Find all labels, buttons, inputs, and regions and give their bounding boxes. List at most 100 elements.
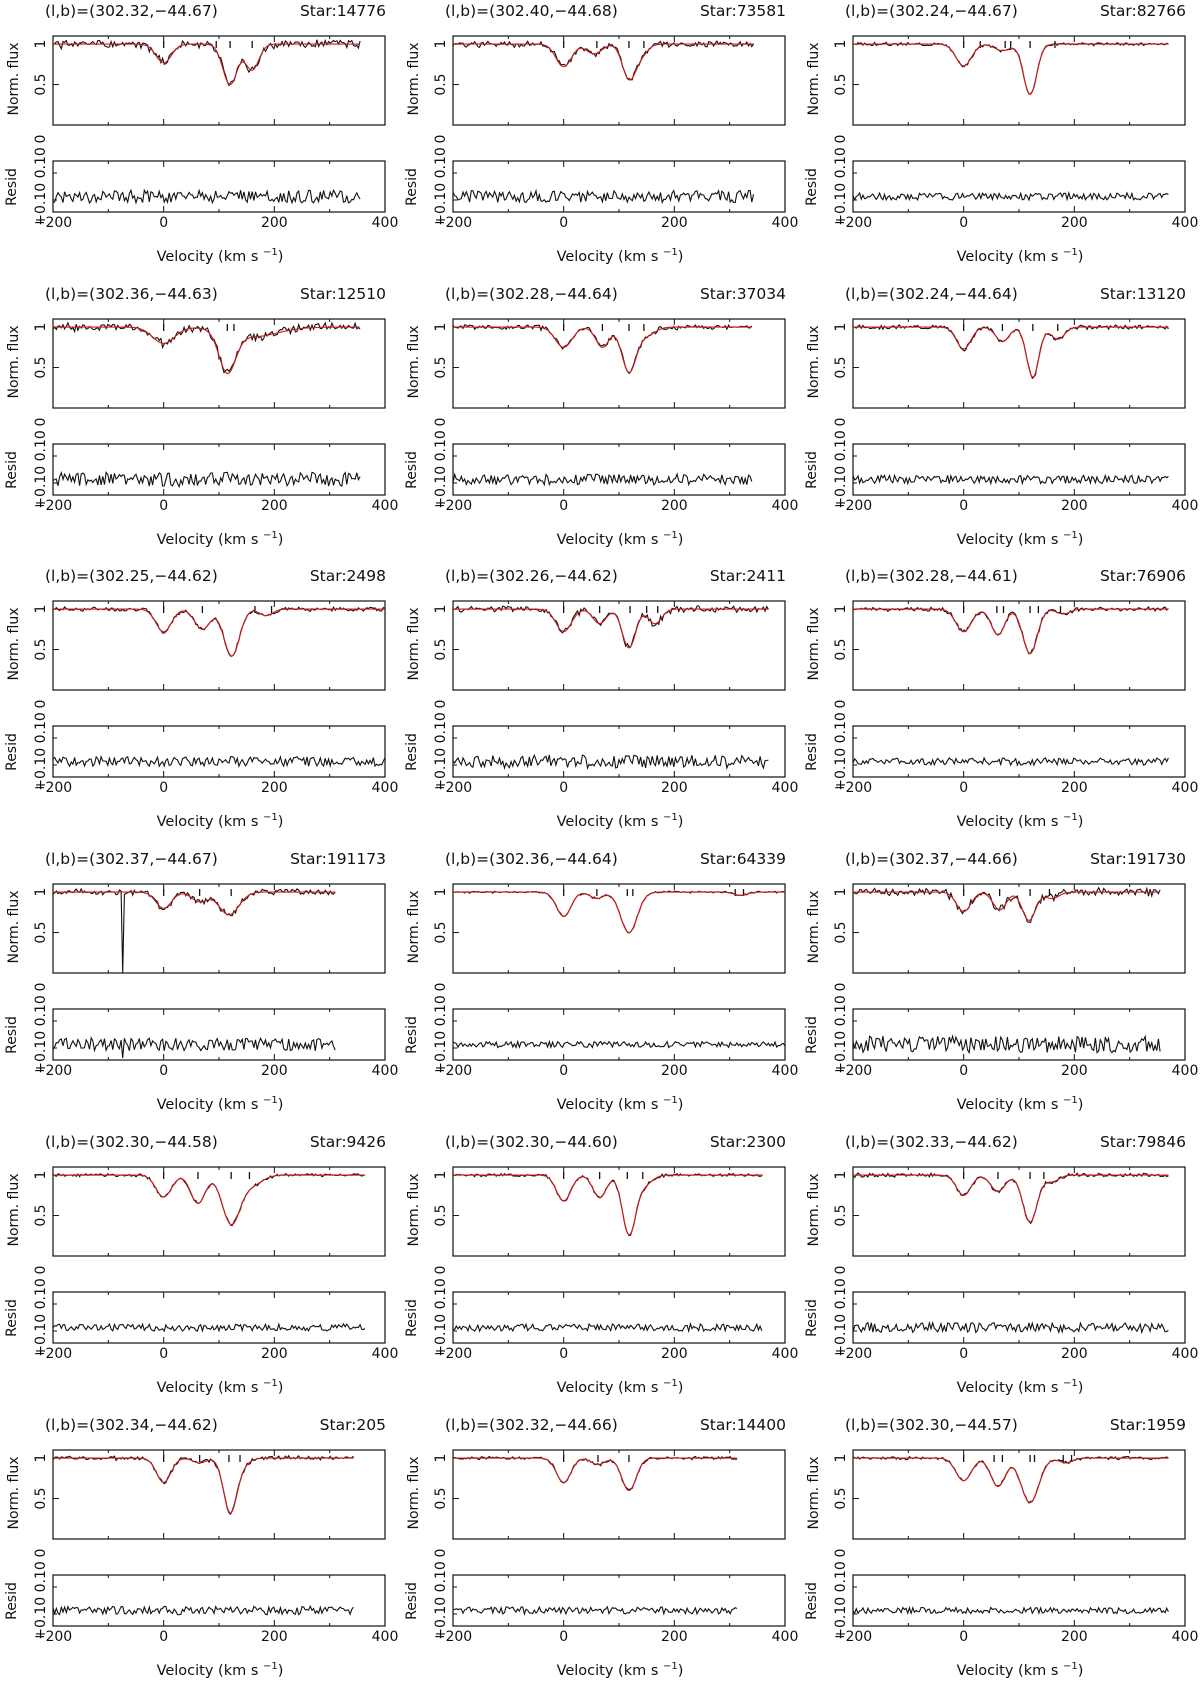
flux-data-line [452, 40, 754, 81]
velocity-axis-label: Velocity (km s −1) [156, 812, 284, 830]
x-tick-label: 400 [372, 1629, 399, 1645]
y-tick-label: 0.5 [433, 1487, 449, 1509]
x-tick-label: 200 [1061, 1629, 1088, 1645]
x-tick-label: 400 [772, 780, 799, 796]
x-tick-label: −200 [834, 215, 872, 231]
velocity-axis-label: Velocity (km s −1) [556, 247, 684, 265]
flux-frame [52, 600, 386, 691]
y-tick-label: 0.5 [833, 638, 849, 660]
velocity-axis-label: Velocity (km s −1) [556, 1661, 684, 1679]
y-tick-label: +0.10 0.10 [33, 147, 49, 226]
y-tick-label: 1 [33, 1454, 49, 1463]
panel-coordinates: (l,b)=(302.24,−44.67) [845, 2, 1018, 20]
panel-coordinates: (l,b)=(302.24,−44.64) [845, 285, 1018, 303]
panel-coordinates: (l,b)=(302.30,−44.57) [845, 1416, 1018, 1434]
x-tick-label: −200 [34, 1629, 72, 1645]
y-tick-label: 0.5 [33, 638, 49, 660]
flux-data-line [852, 41, 1169, 95]
flux-frame [52, 1449, 386, 1540]
velocity-axis-label: Velocity (km s −1) [156, 1661, 284, 1679]
x-tick-label: 0 [159, 1346, 168, 1362]
x-tick-label: −200 [434, 1346, 472, 1362]
model-fit-line [853, 43, 1169, 95]
y-tick-label: 0 [433, 1266, 449, 1275]
flux-data-line [452, 1455, 737, 1491]
spectrum-plot: −200 0 200 400 0.5 1 0 +0.10 0.10 [833, 1166, 1199, 1362]
y-tick-label: +0.10 0.10 [833, 1278, 849, 1357]
velocity-axis-label: Velocity (km s −1) [956, 812, 1084, 830]
y-tick-label: 0 [433, 418, 449, 427]
y-tick-label: +0.10 0.10 [833, 430, 849, 509]
spectrum-panel: (l,b)=(302.30,−44.58) Star:9426 Norm. flux… [0, 1131, 400, 1411]
y-tick-label: 0 [433, 983, 449, 992]
x-tick-label: 0 [959, 498, 968, 514]
x-tick-label: 200 [1061, 215, 1088, 231]
panel-star-id: Star:37034 [699, 285, 786, 303]
x-tick-label: 200 [661, 1346, 688, 1362]
x-tick-label: 200 [261, 1346, 288, 1362]
x-tick-label: 400 [1172, 215, 1199, 231]
x-tick-label: 200 [1061, 498, 1088, 514]
x-tick-label: −200 [34, 780, 72, 796]
panel-coordinates: (l,b)=(302.28,−44.61) [845, 567, 1018, 585]
flux-frame [852, 35, 1186, 126]
flux-data-line [852, 1171, 1169, 1225]
x-tick-label: −200 [434, 1063, 472, 1079]
y-tick-label: 0.5 [33, 921, 49, 943]
x-tick-label: 400 [1172, 780, 1199, 796]
x-tick-label: 0 [559, 780, 568, 796]
panel-star-id: Star:14400 [699, 1416, 786, 1434]
panel-star-id: Star:205 [319, 1416, 386, 1434]
spectrum-plot: −200 0 200 400 0.5 1 0 +0.10 0.10 [433, 35, 798, 231]
residual-frame [452, 443, 786, 496]
x-tick-label: −200 [434, 215, 472, 231]
velocity-axis-label: Velocity (km s −1) [556, 812, 684, 830]
panel-coordinates: (l,b)=(302.32,−44.66) [445, 1416, 618, 1434]
panel-star-id: Star:76906 [1099, 567, 1186, 585]
residual-line [452, 1321, 763, 1334]
y-tick-label: +0.10 0.10 [833, 1561, 849, 1640]
y-tick-label: 1 [433, 1454, 449, 1463]
model-fit-line [853, 1457, 1169, 1504]
x-tick-label: 200 [1061, 1063, 1088, 1079]
x-tick-label: 400 [1172, 1063, 1199, 1079]
x-tick-label: 200 [1061, 1346, 1088, 1362]
velocity-axis-label: Velocity (km s −1) [956, 247, 1084, 265]
velocity-axis-label: Velocity (km s −1) [556, 1095, 684, 1113]
model-fit-line [53, 1174, 366, 1226]
spectrum-panel: (l,b)=(302.30,−44.60) Star:2300 Norm. flux… [400, 1131, 800, 1411]
spectrum-plot: −200 0 200 400 0.5 1 0 +0.10 0.10 [833, 1449, 1198, 1645]
y-tick-label: 0 [33, 700, 49, 709]
panel-coordinates: (l,b)=(302.34,−44.62) [45, 1416, 218, 1434]
panel-coordinates: (l,b)=(302.30,−44.58) [45, 1133, 218, 1151]
y-tick-label: 0 [433, 1549, 449, 1558]
flux-data-line [52, 1454, 354, 1515]
y-tick-label: 0.5 [433, 1204, 449, 1226]
y-tick-label: 0.5 [33, 73, 49, 95]
y-tick-label: 1 [433, 605, 449, 614]
panel-star-id: Star:191173 [290, 850, 386, 868]
x-tick-label: 0 [559, 215, 568, 231]
panel-coordinates: (l,b)=(302.37,−44.67) [45, 850, 218, 868]
model-fit-line [453, 1457, 738, 1492]
residual-frame [52, 160, 386, 213]
panel-star-id: Star:191730 [1090, 850, 1186, 868]
residual-line [852, 1034, 1161, 1055]
x-tick-label: −200 [834, 498, 872, 514]
residual-frame [452, 1291, 786, 1344]
x-tick-label: 200 [261, 498, 288, 514]
model-fit-line [53, 43, 360, 86]
panel-star-id: Star:79846 [1099, 1133, 1186, 1151]
residual-line [452, 753, 769, 771]
panel-star-id: Star:73581 [699, 2, 786, 20]
panel-star-id: Star:13120 [1099, 285, 1186, 303]
flux-frame [452, 35, 786, 126]
x-tick-label: 400 [1172, 1346, 1199, 1362]
velocity-axis-label: Velocity (km s −1) [956, 530, 1084, 548]
panel-coordinates: (l,b)=(302.26,−44.62) [445, 567, 618, 585]
residual-line [52, 1322, 366, 1333]
spectrum-plot: −200 0 200 400 0.5 1 0 +0.10 0.10 [433, 600, 799, 796]
x-tick-label: −200 [434, 780, 472, 796]
panel-star-id: Star:2411 [709, 567, 786, 585]
spectrum-panel: (l,b)=(302.40,−44.68) Star:73581 Norm. flu… [400, 0, 800, 280]
